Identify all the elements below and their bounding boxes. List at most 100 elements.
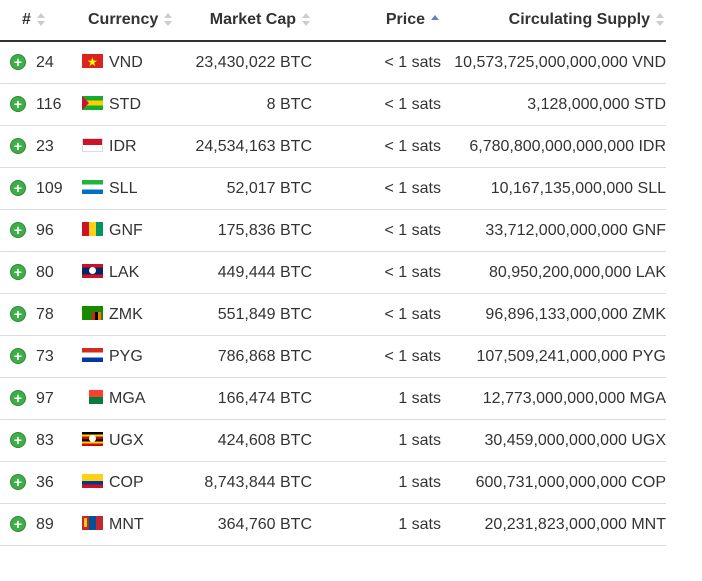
table-row: +36 COP 8,743,844 BTC 1 sats 600,731,000,000… (0, 461, 666, 504)
add-icon[interactable]: + (10, 306, 26, 322)
guinea-flag-icon (82, 222, 103, 236)
add-icon[interactable]: + (10, 138, 26, 154)
table-row: +83 UGX 424,608 BTC 1 sats 30,459,000,000,00… (0, 419, 666, 462)
supply-cell: 600,731,000,000,000 COP (441, 461, 666, 504)
table-row: +23 IDR 24,534,163 BTC < 1 sats 6,780,800,00… (0, 125, 666, 168)
add-cell: + (0, 503, 34, 546)
table-row: +24 VND 23,430,022 BTC< 1 sats10,573,725,0… (0, 41, 666, 84)
currency-cell: PYG (76, 335, 184, 378)
rank-cell: 83 (34, 419, 76, 462)
table-header-row: # Currency Market Cap Price Circulating … (0, 0, 666, 42)
laos-flag-icon (82, 264, 103, 278)
currency-cell: UGX (76, 419, 184, 462)
currency-code: UGX (109, 432, 144, 449)
price-cell: 1 sats (312, 419, 441, 462)
add-icon[interactable]: + (10, 264, 26, 280)
add-icon[interactable]: + (10, 54, 26, 70)
table-row: +116 STD 8 BTC < 1 sats 3,128,000,000 STD (0, 83, 666, 126)
supply-cell: 10,573,725,000,000,000 VND (441, 41, 666, 84)
currency-cell: LAK (76, 251, 184, 294)
market-cap-cell: 424,608 BTC (184, 419, 312, 462)
supply-cell: 20,231,823,000,000 MNT (441, 503, 666, 546)
add-cell: + (0, 83, 34, 126)
add-icon[interactable]: + (10, 432, 26, 448)
rank-cell: 23 (34, 125, 76, 168)
rank-cell: 109 (34, 167, 76, 210)
table-row: +109 SLL 52,017 BTC < 1 sats 10,167,135,000,… (0, 167, 666, 210)
supply-cell: 96,896,133,000,000 ZMK (441, 293, 666, 336)
currency-cell: SLL (76, 167, 184, 210)
madagascar-flag-icon (82, 390, 103, 404)
table-row: +78 ZMK 551,849 BTC < 1 sats 96,896,133,000,… (0, 293, 666, 336)
add-icon[interactable]: + (10, 222, 26, 238)
rank-cell: 96 (34, 209, 76, 252)
add-cell: + (0, 209, 34, 252)
add-icon[interactable]: + (10, 516, 26, 532)
currency-code: STD (109, 96, 141, 113)
currency-code: MNT (109, 516, 144, 533)
uganda-flag-icon (82, 432, 103, 446)
rank-cell: 78 (34, 293, 76, 336)
currency-cell: VND (76, 41, 184, 84)
sort-icon (654, 12, 666, 27)
market-cap-cell: 364,760 BTC (184, 503, 312, 546)
price-cell: < 1 sats (312, 125, 441, 168)
add-icon[interactable]: + (10, 390, 26, 406)
add-icon[interactable]: + (10, 180, 26, 196)
market-cap-header-label: Market Cap (209, 11, 296, 28)
table-body: +24VND23,430,022 BTC< 1 sats10,573,725,0… (0, 41, 666, 546)
rank-cell: 97 (34, 377, 76, 420)
supply-cell: 6,780,800,000,000,000 IDR (441, 125, 666, 168)
rank-cell: 24 (34, 41, 76, 84)
sort-icon (300, 12, 312, 27)
currency-cell: GNF (76, 209, 184, 252)
price-cell: 1 sats (312, 461, 441, 504)
price-cell: 1 sats (312, 503, 441, 546)
rank-cell: 116 (34, 83, 76, 126)
rank-cell: 89 (34, 503, 76, 546)
add-cell: + (0, 293, 34, 336)
add-cell: + (0, 419, 34, 462)
sort-by-supply-header[interactable]: Circulating Supply (441, 0, 666, 42)
currency-code: VND (109, 54, 143, 71)
market-cap-cell: 23,430,022 BTC (184, 41, 312, 84)
market-cap-cell: 8,743,844 BTC (184, 461, 312, 504)
sort-by-market-cap-header[interactable]: Market Cap (184, 0, 312, 42)
currency-cell: MGA (76, 377, 184, 420)
table-row: +96 GNF 175,836 BTC < 1 sats 33,712,000,000,… (0, 209, 666, 252)
market-cap-cell: 8 BTC (184, 83, 312, 126)
market-cap-cell: 551,849 BTC (184, 293, 312, 336)
mongolia-flag-icon (82, 516, 103, 530)
currency-cell: STD (76, 83, 184, 126)
market-cap-cell: 166,474 BTC (184, 377, 312, 420)
supply-cell: 33,712,000,000,000 GNF (441, 209, 666, 252)
vietnam-flag-icon (82, 54, 103, 68)
add-icon[interactable]: + (10, 96, 26, 112)
market-cap-cell: 24,534,163 BTC (184, 125, 312, 168)
price-cell: < 1 sats (312, 293, 441, 336)
supply-cell: 30,459,000,000,000 UGX (441, 419, 666, 462)
sort-by-rank-header[interactable]: # (0, 0, 76, 42)
sort-icon (162, 12, 174, 27)
add-cell: + (0, 251, 34, 294)
rank-cell: 80 (34, 251, 76, 294)
sort-by-currency-header[interactable]: Currency (76, 0, 184, 42)
price-header-label: Price (385, 11, 425, 28)
table-row: +97 MGA 166,474 BTC 1 sats 12,773,000,000,00… (0, 377, 666, 420)
currency-code: ZMK (109, 306, 143, 323)
sort-icon (35, 12, 47, 27)
sort-by-price-header[interactable]: Price (312, 0, 441, 42)
add-cell: + (0, 167, 34, 210)
add-icon[interactable]: + (10, 474, 26, 490)
currency-table: # Currency Market Cap Price Circulating … (0, 0, 666, 546)
supply-cell: 10,167,135,000,000 SLL (441, 167, 666, 210)
add-icon[interactable]: + (10, 348, 26, 364)
currency-cell: ZMK (76, 293, 184, 336)
currency-code: IDR (109, 138, 137, 155)
colombia-flag-icon (82, 474, 103, 488)
currency-code: COP (109, 474, 144, 491)
currency-code: SLL (109, 180, 138, 197)
sao-tome-flag-icon (82, 96, 103, 110)
sort-ascending-icon (429, 13, 441, 27)
supply-cell: 12,773,000,000,000 MGA (441, 377, 666, 420)
